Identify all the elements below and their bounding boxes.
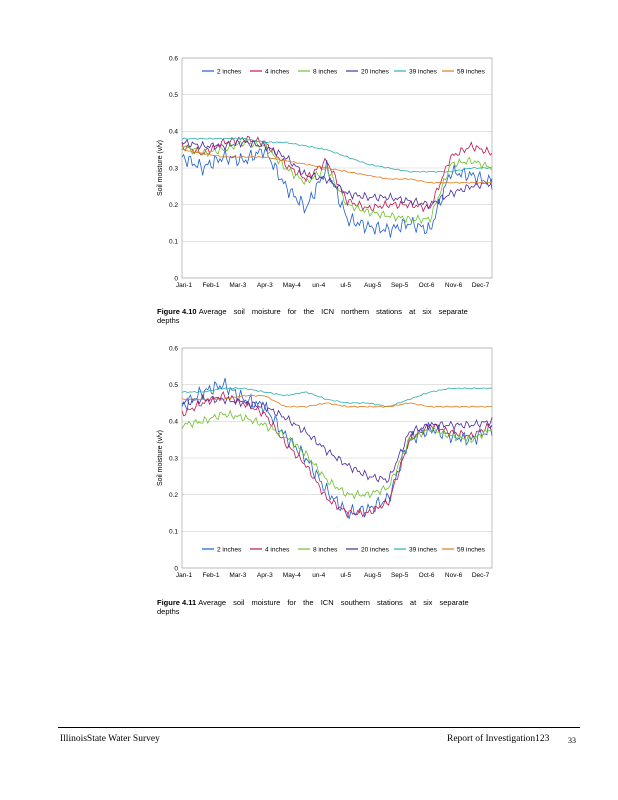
y-tick-label: 0 xyxy=(174,275,178,282)
x-tick-label: May-4 xyxy=(283,572,301,579)
y-tick-label: 0.2 xyxy=(169,202,178,209)
series-line xyxy=(181,144,493,238)
x-tick-label: ul-5 xyxy=(340,282,351,289)
x-tick-label: Nov-6 xyxy=(445,282,463,289)
chart-southern-svg: 0 0.1 0.2 0.3 0.4 0.5 0.6 Soil moisture (v/v) Ja… xyxy=(157,345,493,579)
series-line xyxy=(181,148,493,184)
figure-caption-4-11: Figure 4.11 Average soil moisture for th… xyxy=(157,598,487,616)
y-tick-label: 0.2 xyxy=(169,492,178,499)
chart-southern: 0 0.1 0.2 0.3 0.4 0.5 0.6 Soil moisture (v/v) Ja… xyxy=(150,340,500,588)
x-tick-label: May-4 xyxy=(283,282,301,289)
legend-entry: 20 inches xyxy=(361,546,390,553)
x-tick-label: Feb-1 xyxy=(202,282,219,289)
y-tick-label: 0.5 xyxy=(169,382,178,389)
x-tick-label: Jan-1 xyxy=(176,572,193,579)
legend-entry: 4 inches xyxy=(265,546,290,553)
y-tick-label: 0.6 xyxy=(169,55,178,62)
x-tick-label: un-4 xyxy=(312,282,325,289)
figure-caption-4-10: Figure 4.10 Average soil moisture for th… xyxy=(157,307,487,325)
x-tick-label: Aug-5 xyxy=(364,282,382,289)
x-tick-label: Apr-3 xyxy=(257,282,273,289)
series-line xyxy=(181,138,493,225)
plot-frame xyxy=(181,347,493,569)
figure-label: Figure 4.10 xyxy=(157,307,197,316)
x-tick-label: Dec-7 xyxy=(472,282,490,289)
series-line xyxy=(181,377,493,520)
series-line xyxy=(181,138,493,210)
x-tick-label: Nov-6 xyxy=(445,572,463,579)
x-tick-label: un-4 xyxy=(312,572,325,579)
y-tick-label: 0.5 xyxy=(169,92,178,99)
figure-caption-text: Average soil moisture for the ICN northe… xyxy=(157,307,468,325)
x-tick-label: Aug-5 xyxy=(364,572,382,579)
chart-northern-svg: 0 0.1 0.2 0.3 0.4 0.5 0.6 Soil moisture (v/v) Ja… xyxy=(157,55,493,289)
y-tick-label: 0.6 xyxy=(169,345,178,352)
series-line xyxy=(181,137,493,173)
x-tick-label: Dec-7 xyxy=(472,572,490,579)
footer-report-title: Report of Investigation123 xyxy=(447,734,550,744)
legend-entry: 2 inches xyxy=(217,68,242,75)
figure-label: Figure 4.11 xyxy=(157,598,197,607)
y-tick-label: 0.3 xyxy=(169,455,178,462)
y-tick-label: 0.1 xyxy=(169,529,178,536)
x-tick-label: Feb-1 xyxy=(202,572,219,579)
y-tick-label: 0.3 xyxy=(169,165,178,172)
legend-entry: 39 inches xyxy=(409,546,438,553)
y-axis-label: Soil moisture (v/v) xyxy=(157,140,164,196)
series-line xyxy=(181,409,493,500)
x-tick-label: Jan-1 xyxy=(176,282,193,289)
footer-rule xyxy=(58,727,580,728)
series-line xyxy=(181,394,493,408)
legend-entry: 4 inches xyxy=(265,68,290,75)
series-line xyxy=(181,393,493,484)
x-tick-label: Sep-5 xyxy=(391,572,409,579)
x-tick-label: Oct-6 xyxy=(419,572,435,579)
figure-caption-text: Average soil moisture for the ICN southe… xyxy=(157,598,469,616)
y-tick-label: 0 xyxy=(174,565,178,572)
legend-entry: 39 inches xyxy=(409,68,438,75)
y-tick-label: 0.4 xyxy=(169,419,178,426)
y-axis-label: Soil moisture (v/v) xyxy=(157,430,164,486)
x-tick-label: Mar-3 xyxy=(229,282,246,289)
chart-northern: 0 0.1 0.2 0.3 0.4 0.5 0.6 Soil moisture (v/v) Ja… xyxy=(150,50,500,298)
legend-entry: 8 inches xyxy=(313,546,338,553)
x-tick-label: ul-5 xyxy=(340,572,351,579)
legend-entry: 8 inches xyxy=(313,68,338,75)
footer-page-number: 33 xyxy=(568,736,576,745)
legend-entry: 2 inches xyxy=(217,546,242,553)
x-tick-label: Oct-6 xyxy=(419,282,435,289)
x-tick-label: Sep-5 xyxy=(391,282,409,289)
legend-entry: 59 inches xyxy=(457,546,486,553)
series-line xyxy=(181,391,493,519)
legend-entry: 20 inches xyxy=(361,68,390,75)
footer-publisher: IllinoisState Water Survey xyxy=(60,734,160,744)
y-tick-label: 0.1 xyxy=(169,239,178,246)
x-tick-label: Mar-3 xyxy=(229,572,246,579)
series-line xyxy=(181,387,493,408)
y-tick-label: 0.4 xyxy=(169,129,178,136)
x-tick-label: Apr-3 xyxy=(257,572,273,579)
legend-entry: 59 inches xyxy=(457,68,486,75)
